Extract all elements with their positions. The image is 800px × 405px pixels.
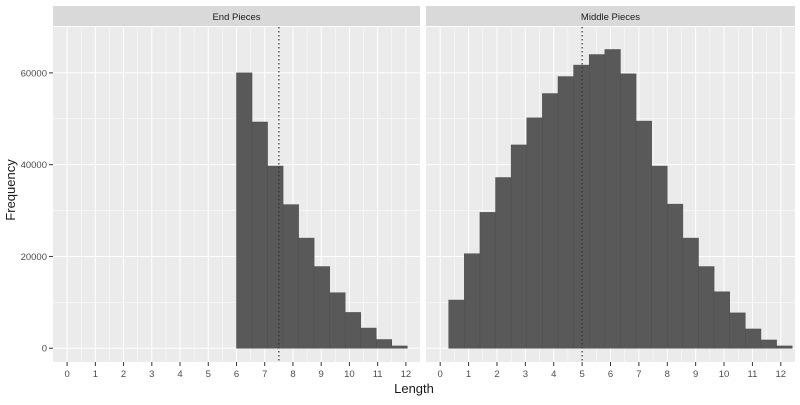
- x-tick-label: 2: [121, 369, 126, 380]
- facet-strip-title: Middle Pieces: [581, 12, 640, 23]
- x-tick-label: 1: [466, 369, 471, 380]
- histogram-bar: [495, 177, 512, 349]
- y-tick-label: 20000: [21, 252, 47, 263]
- x-tick-label: 4: [177, 369, 182, 380]
- histogram-bar: [251, 121, 268, 349]
- histogram-bar: [760, 339, 777, 349]
- x-tick-label: 0: [438, 369, 443, 380]
- x-tick-label: 5: [206, 369, 211, 380]
- facet-strip-title: End Pieces: [212, 12, 260, 23]
- histogram-bar: [282, 204, 299, 349]
- x-axis-title: Length: [394, 381, 434, 396]
- histogram-bar: [604, 49, 621, 349]
- x-tick-label: 9: [319, 369, 324, 380]
- histogram-bar: [448, 299, 465, 349]
- histogram-bar: [635, 120, 652, 349]
- x-tick-label: 11: [373, 369, 383, 380]
- x-tick-label: 10: [719, 369, 730, 380]
- histogram-bar: [573, 64, 590, 349]
- x-tick-label: 12: [776, 369, 787, 380]
- histogram-bar: [267, 165, 284, 349]
- x-tick-label: 8: [665, 369, 670, 380]
- x-tick-label: 3: [149, 369, 154, 380]
- x-tick-label: 8: [290, 369, 295, 380]
- facet-strip: [53, 6, 420, 26]
- histogram-bar: [667, 203, 684, 349]
- x-tick-label: 5: [579, 369, 584, 380]
- histogram-bar: [745, 328, 762, 349]
- x-tick-label: 1: [93, 369, 98, 380]
- histogram-bar: [651, 165, 668, 349]
- x-tick-label: 6: [234, 369, 239, 380]
- histogram-bar: [298, 237, 315, 349]
- histogram-bar: [510, 144, 528, 349]
- x-tick-label: 7: [262, 369, 267, 380]
- histogram-bar: [526, 117, 543, 349]
- y-tick-label: 60000: [21, 68, 47, 79]
- histogram-bar: [329, 292, 346, 349]
- histogram-bar: [557, 76, 574, 349]
- facet-strip: [426, 6, 795, 26]
- histogram-bar: [542, 93, 559, 349]
- histogram-bar: [313, 266, 330, 349]
- histogram-bar: [713, 291, 730, 349]
- histogram-bar: [479, 212, 496, 349]
- y-axis: 0 20000 40000 60000: [21, 68, 53, 355]
- histogram-bar: [344, 312, 361, 349]
- x-tick-label: 3: [523, 369, 528, 380]
- y-tick-label: 0: [42, 344, 47, 355]
- x-tick-label: 0: [64, 369, 69, 380]
- histogram-bar: [236, 72, 253, 349]
- histogram-bar: [682, 237, 699, 349]
- histogram-bar: [375, 339, 393, 349]
- x-tick-label: 7: [636, 369, 641, 380]
- histogram-bar: [464, 253, 481, 349]
- histogram-bar: [360, 327, 377, 349]
- x-tick-label: 10: [344, 369, 355, 380]
- x-tick-label: 6: [608, 369, 613, 380]
- histogram-bar: [698, 266, 715, 349]
- x-tick-label: 12: [401, 369, 412, 380]
- histogram-bar: [729, 312, 746, 349]
- x-tick-label: 2: [494, 369, 499, 380]
- x-tick-label: 9: [693, 369, 698, 380]
- histogram-bar: [391, 345, 408, 349]
- histogram-bar: [776, 345, 793, 349]
- x-tick-label: 4: [551, 369, 556, 380]
- y-tick-label: 40000: [21, 160, 47, 171]
- x-tick-label: 11: [747, 369, 757, 380]
- y-axis-title: Frequency: [3, 159, 18, 221]
- histogram-bar: [620, 73, 637, 349]
- histogram-bar: [588, 54, 606, 349]
